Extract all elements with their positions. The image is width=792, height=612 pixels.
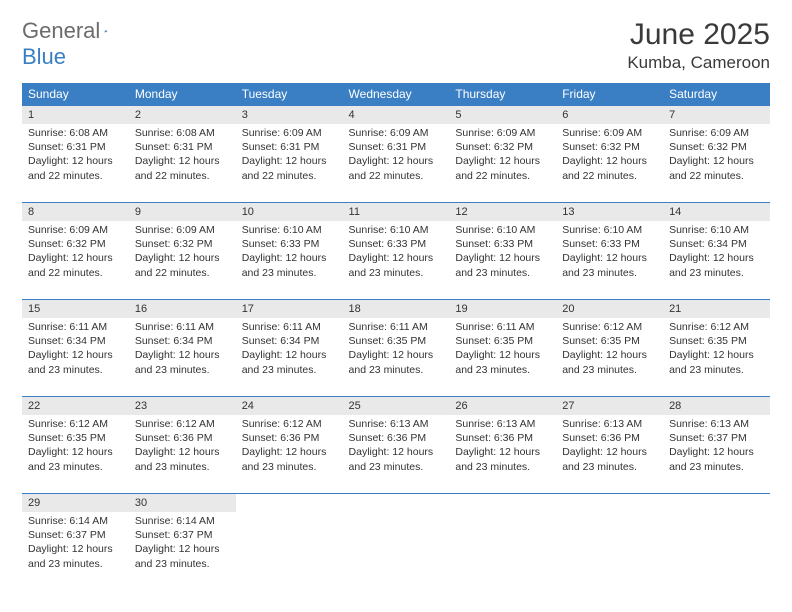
day-cell: Sunrise: 6:09 AMSunset: 6:32 PMDaylight:… <box>129 221 236 300</box>
weekday-header: Saturday <box>663 83 770 106</box>
day-number-row: 1234567 <box>22 106 770 125</box>
day-cell <box>236 512 343 590</box>
day-number: 11 <box>343 203 450 222</box>
day-number: 27 <box>556 397 663 416</box>
weekday-header: Tuesday <box>236 83 343 106</box>
day-number: 15 <box>22 300 129 319</box>
weekday-header: Friday <box>556 83 663 106</box>
day-number-row: 2930 <box>22 494 770 513</box>
day-number: 21 <box>663 300 770 319</box>
day-cell: Sunrise: 6:08 AMSunset: 6:31 PMDaylight:… <box>22 124 129 203</box>
day-cell: Sunrise: 6:11 AMSunset: 6:34 PMDaylight:… <box>129 318 236 397</box>
day-number: 1 <box>22 106 129 125</box>
calendar-table: Sunday Monday Tuesday Wednesday Thursday… <box>22 83 770 590</box>
day-number: 3 <box>236 106 343 125</box>
day-number <box>449 494 556 513</box>
day-number: 6 <box>556 106 663 125</box>
day-cell: Sunrise: 6:12 AMSunset: 6:35 PMDaylight:… <box>663 318 770 397</box>
day-cell: Sunrise: 6:12 AMSunset: 6:35 PMDaylight:… <box>22 415 129 494</box>
day-number: 19 <box>449 300 556 319</box>
weekday-header: Wednesday <box>343 83 450 106</box>
day-number: 23 <box>129 397 236 416</box>
day-cell: Sunrise: 6:13 AMSunset: 6:37 PMDaylight:… <box>663 415 770 494</box>
day-cell: Sunrise: 6:14 AMSunset: 6:37 PMDaylight:… <box>129 512 236 590</box>
weekday-header-row: Sunday Monday Tuesday Wednesday Thursday… <box>22 83 770 106</box>
day-cell: Sunrise: 6:11 AMSunset: 6:35 PMDaylight:… <box>343 318 450 397</box>
day-number: 4 <box>343 106 450 125</box>
day-cell: Sunrise: 6:09 AMSunset: 6:31 PMDaylight:… <box>343 124 450 203</box>
weekday-header: Thursday <box>449 83 556 106</box>
logo: General <box>22 18 128 44</box>
logo-word-1: General <box>22 18 100 44</box>
day-cell: Sunrise: 6:12 AMSunset: 6:36 PMDaylight:… <box>129 415 236 494</box>
day-number: 24 <box>236 397 343 416</box>
day-number: 10 <box>236 203 343 222</box>
day-number: 18 <box>343 300 450 319</box>
logo-word-2: Blue <box>22 44 66 70</box>
day-cell: Sunrise: 6:11 AMSunset: 6:34 PMDaylight:… <box>236 318 343 397</box>
day-cell <box>449 512 556 590</box>
day-cell: Sunrise: 6:11 AMSunset: 6:34 PMDaylight:… <box>22 318 129 397</box>
day-cell: Sunrise: 6:13 AMSunset: 6:36 PMDaylight:… <box>449 415 556 494</box>
day-cell: Sunrise: 6:09 AMSunset: 6:31 PMDaylight:… <box>236 124 343 203</box>
day-number-row: 15161718192021 <box>22 300 770 319</box>
day-cell: Sunrise: 6:12 AMSunset: 6:35 PMDaylight:… <box>556 318 663 397</box>
day-cell: Sunrise: 6:09 AMSunset: 6:32 PMDaylight:… <box>22 221 129 300</box>
day-number: 2 <box>129 106 236 125</box>
logo-sail-icon <box>104 22 108 40</box>
day-number <box>663 494 770 513</box>
day-number: 26 <box>449 397 556 416</box>
weekday-header: Sunday <box>22 83 129 106</box>
day-number: 22 <box>22 397 129 416</box>
day-content-row: Sunrise: 6:09 AMSunset: 6:32 PMDaylight:… <box>22 221 770 300</box>
day-content-row: Sunrise: 6:14 AMSunset: 6:37 PMDaylight:… <box>22 512 770 590</box>
day-number-row: 891011121314 <box>22 203 770 222</box>
day-cell: Sunrise: 6:13 AMSunset: 6:36 PMDaylight:… <box>343 415 450 494</box>
day-number: 20 <box>556 300 663 319</box>
day-cell: Sunrise: 6:08 AMSunset: 6:31 PMDaylight:… <box>129 124 236 203</box>
day-number <box>556 494 663 513</box>
day-cell: Sunrise: 6:14 AMSunset: 6:37 PMDaylight:… <box>22 512 129 590</box>
month-title: June 2025 <box>627 18 770 51</box>
day-number: 17 <box>236 300 343 319</box>
location: Kumba, Cameroon <box>627 53 770 73</box>
day-cell <box>343 512 450 590</box>
day-number: 12 <box>449 203 556 222</box>
day-number: 8 <box>22 203 129 222</box>
day-number: 28 <box>663 397 770 416</box>
day-cell <box>663 512 770 590</box>
day-number: 7 <box>663 106 770 125</box>
day-cell: Sunrise: 6:11 AMSunset: 6:35 PMDaylight:… <box>449 318 556 397</box>
day-cell <box>556 512 663 590</box>
day-number: 29 <box>22 494 129 513</box>
day-cell: Sunrise: 6:10 AMSunset: 6:33 PMDaylight:… <box>236 221 343 300</box>
day-number <box>236 494 343 513</box>
day-cell: Sunrise: 6:09 AMSunset: 6:32 PMDaylight:… <box>556 124 663 203</box>
day-number: 14 <box>663 203 770 222</box>
day-cell: Sunrise: 6:12 AMSunset: 6:36 PMDaylight:… <box>236 415 343 494</box>
weekday-header: Monday <box>129 83 236 106</box>
day-number: 13 <box>556 203 663 222</box>
day-content-row: Sunrise: 6:12 AMSunset: 6:35 PMDaylight:… <box>22 415 770 494</box>
day-cell: Sunrise: 6:10 AMSunset: 6:34 PMDaylight:… <box>663 221 770 300</box>
day-number: 25 <box>343 397 450 416</box>
day-number: 16 <box>129 300 236 319</box>
day-number: 9 <box>129 203 236 222</box>
day-cell: Sunrise: 6:10 AMSunset: 6:33 PMDaylight:… <box>556 221 663 300</box>
day-content-row: Sunrise: 6:11 AMSunset: 6:34 PMDaylight:… <box>22 318 770 397</box>
day-cell: Sunrise: 6:09 AMSunset: 6:32 PMDaylight:… <box>449 124 556 203</box>
day-number <box>343 494 450 513</box>
day-content-row: Sunrise: 6:08 AMSunset: 6:31 PMDaylight:… <box>22 124 770 203</box>
day-number: 30 <box>129 494 236 513</box>
day-number: 5 <box>449 106 556 125</box>
day-cell: Sunrise: 6:13 AMSunset: 6:36 PMDaylight:… <box>556 415 663 494</box>
day-cell: Sunrise: 6:09 AMSunset: 6:32 PMDaylight:… <box>663 124 770 203</box>
day-number-row: 22232425262728 <box>22 397 770 416</box>
header: General June 2025 Kumba, Cameroon <box>22 18 770 73</box>
day-cell: Sunrise: 6:10 AMSunset: 6:33 PMDaylight:… <box>449 221 556 300</box>
day-cell: Sunrise: 6:10 AMSunset: 6:33 PMDaylight:… <box>343 221 450 300</box>
